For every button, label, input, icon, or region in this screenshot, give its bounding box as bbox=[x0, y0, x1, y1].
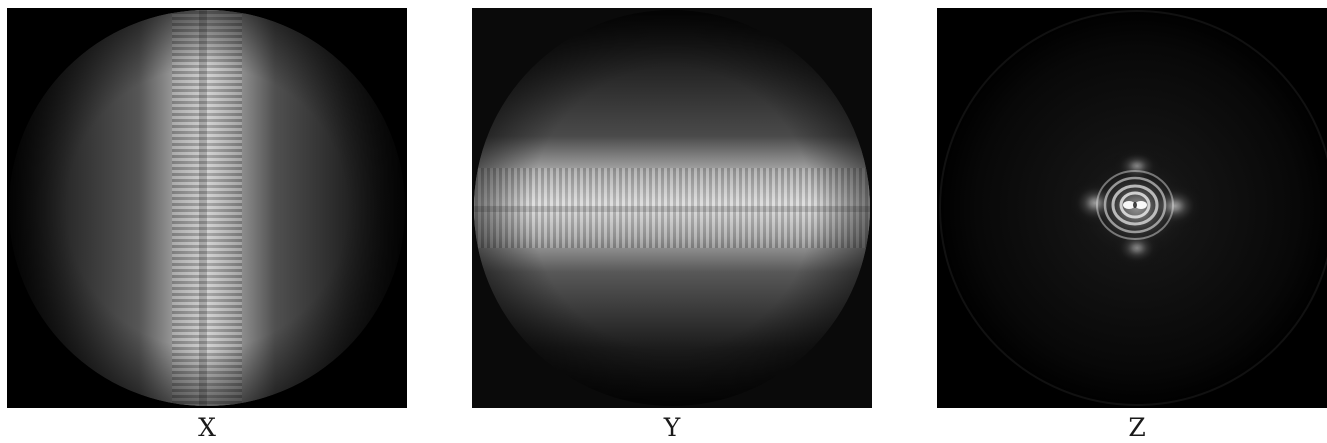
caption-y: Y bbox=[663, 413, 681, 442]
image-panel-x bbox=[7, 8, 407, 408]
image-panel-z bbox=[937, 8, 1327, 408]
caption-z: Z bbox=[1128, 413, 1146, 442]
horizontal-fringe-intensity-image bbox=[472, 8, 872, 408]
central-ring-intensity-image bbox=[937, 8, 1327, 408]
caption-x: X bbox=[198, 413, 216, 442]
image-panel-y bbox=[472, 8, 872, 408]
vertical-fringe-intensity-image bbox=[7, 8, 407, 408]
